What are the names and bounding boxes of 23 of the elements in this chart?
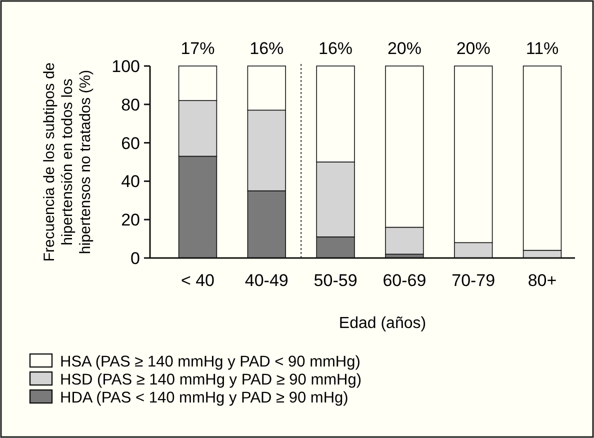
legend-label: HDA (PAS < 140 mmHg y PAD ≥ 90 mHg) bbox=[60, 389, 348, 406]
y-tick-label: 20 bbox=[121, 210, 140, 230]
y-tick-label: 0 bbox=[130, 248, 140, 268]
x-tick-label: 40-49 bbox=[244, 271, 288, 290]
annotation: 11% bbox=[526, 39, 559, 58]
x-tick-label: 70-79 bbox=[452, 271, 496, 290]
x-tick-label: 60-69 bbox=[382, 271, 426, 290]
x-tick-label: < 40 bbox=[180, 271, 215, 290]
annotation: 20% bbox=[456, 39, 490, 58]
y-tick-label: 80 bbox=[121, 95, 140, 114]
annotation: 20% bbox=[387, 39, 422, 58]
y-tick-label: 40 bbox=[121, 172, 140, 192]
legend-label: HSD (PAS ≥ 140 mmHg y PAD ≥ 90 mmHg) bbox=[60, 371, 362, 388]
x-axis-title: Edad (años) bbox=[338, 315, 426, 332]
y-axis-title: Frecuencia de los subtipos de hipertensión en todos los hipertensos no tratados (%) bbox=[41, 62, 94, 262]
annotation: 16% bbox=[318, 39, 353, 58]
y-tick-label: 60 bbox=[121, 134, 140, 153]
x-tick-label: 50-59 bbox=[314, 271, 358, 290]
y-tick-label: 100 bbox=[112, 56, 140, 76]
x-tick-label: 80+ bbox=[528, 271, 557, 290]
annotation: 16% bbox=[250, 39, 284, 58]
legend-label: HSA (PAS ≥ 140 mmHg y PAD < 90 mmHg) bbox=[60, 353, 360, 370]
annotation: 17% bbox=[180, 39, 215, 58]
